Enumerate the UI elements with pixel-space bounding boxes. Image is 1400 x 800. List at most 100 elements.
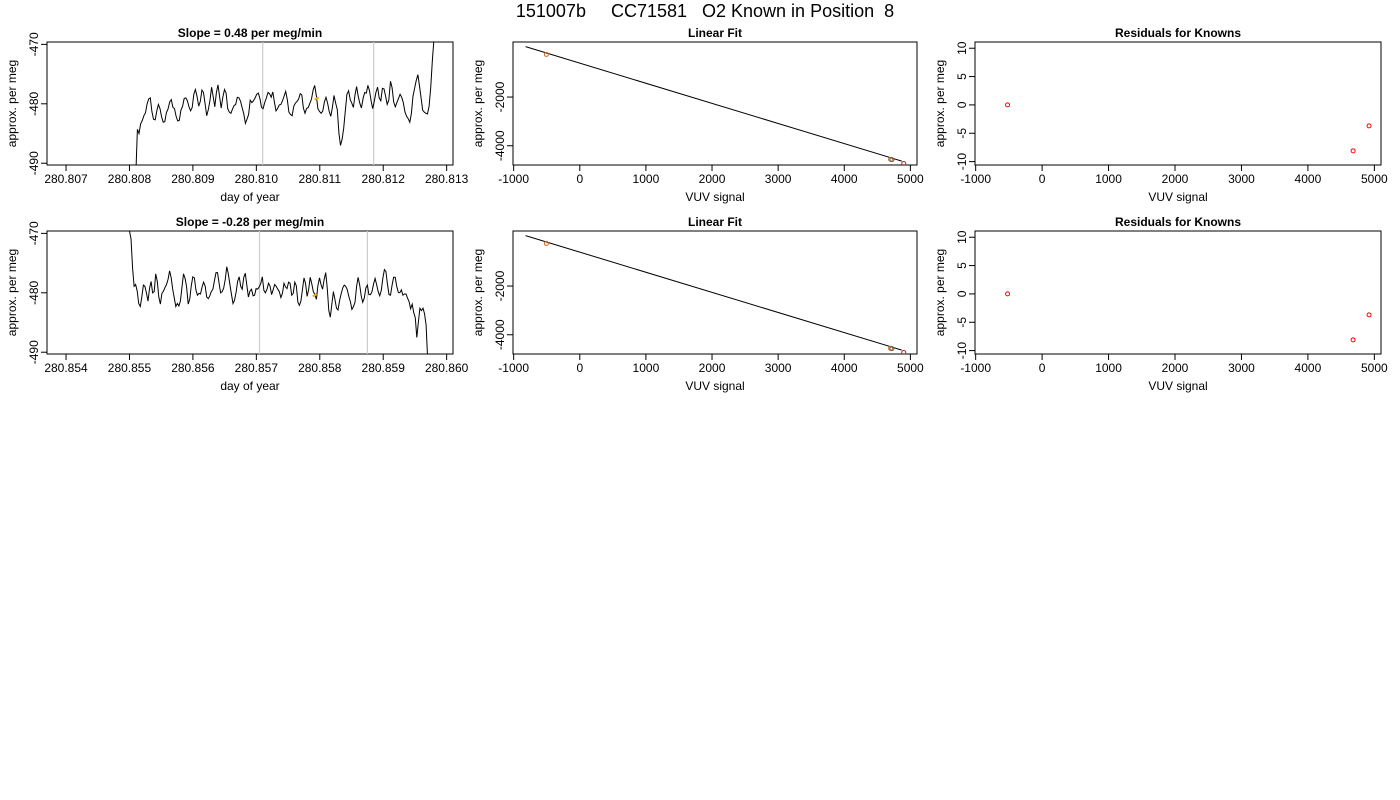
x-tick-label: 1000 — [1095, 361, 1122, 375]
plot-data — [1005, 102, 1372, 154]
x-tick-label: 280.810 — [235, 172, 279, 186]
y-tick-label: 0 — [955, 290, 969, 297]
x-tick-label: 3000 — [1228, 172, 1255, 186]
data-point — [1350, 337, 1356, 343]
x-tick-label: 280.856 — [171, 361, 215, 375]
x-axis-label: VUV signal — [1148, 379, 1207, 393]
y-tick-label: -480 — [27, 280, 41, 304]
y-tick-label: -4000 — [493, 319, 507, 350]
data-point — [543, 51, 549, 57]
fit-line — [525, 235, 902, 351]
panel-5: Linear Fit -1000 0 1000 2000 3000 4000 5000 -200… — [471, 215, 924, 393]
x-tick-label: -1000 — [960, 361, 991, 375]
x-tick-label: 0 — [576, 361, 583, 375]
x-tick-label: 0 — [1039, 361, 1046, 375]
plot-data — [135, 42, 435, 165]
x-tick-label: 3000 — [765, 361, 792, 375]
plot-data — [525, 235, 907, 354]
x-tick-label: 1000 — [633, 172, 660, 186]
x-axis-label: VUV signal — [685, 379, 744, 393]
x-tick-label: 1000 — [633, 361, 660, 375]
x-tick-label: 280.813 — [425, 172, 469, 186]
x-axis-label: VUV signal — [685, 190, 744, 204]
x-tick-label: 2000 — [1162, 172, 1189, 186]
plot-frame — [512, 230, 918, 355]
x-tick-label: 0 — [1039, 172, 1046, 186]
panel-2: Linear Fit -1000 0 1000 2000 3000 4000 5000 -200… — [471, 26, 924, 204]
x-tick-label: 0 — [576, 172, 583, 186]
y-tick-label: 10 — [955, 230, 969, 244]
plot-frame — [974, 41, 1382, 166]
x-tick-label: 5000 — [1361, 361, 1388, 375]
data-point — [901, 350, 907, 354]
panel-title: Residuals for Knowns — [1115, 26, 1241, 40]
y-tick-label: -10 — [955, 342, 969, 360]
data-point — [889, 346, 895, 352]
data-series-line — [129, 231, 428, 354]
y-tick-label: -470 — [27, 32, 41, 56]
panel-title: Slope = -0.28 per meg/min — [176, 215, 324, 229]
y-tick-label: -5 — [955, 317, 969, 328]
y-tick-label: -10 — [955, 153, 969, 171]
x-tick-label: 2000 — [1162, 361, 1189, 375]
x-tick-label: 280.807 — [44, 172, 88, 186]
y-tick-label: -480 — [27, 91, 41, 115]
panel-3: Residuals for Knowns -1000 0 1000 2000 3000 40… — [933, 26, 1388, 204]
y-tick-label: -2000 — [493, 270, 507, 301]
x-tick-label: 280.860 — [425, 361, 469, 375]
y-axis-label: approx. per meg — [471, 60, 485, 147]
x-tick-label: 4000 — [1295, 172, 1322, 186]
panel-title: Slope = 0.48 per meg/min — [178, 26, 322, 40]
plot-frame — [512, 41, 918, 166]
data-point — [1005, 102, 1011, 108]
x-tick-label: 280.858 — [298, 361, 342, 375]
y-axis-label: approx. per meg — [5, 249, 19, 336]
highlight-marker — [314, 96, 320, 101]
x-tick-label: 3000 — [765, 172, 792, 186]
y-axis-label: approx. per meg — [933, 249, 947, 336]
x-tick-label: 280.859 — [362, 361, 406, 375]
data-point — [543, 240, 549, 246]
y-axis-label: approx. per meg — [5, 60, 19, 147]
panel-6: Residuals for Knowns -1000 0 1000 2000 3000 40… — [933, 215, 1388, 393]
x-tick-label: 5000 — [897, 361, 924, 375]
y-axis-label: approx. per meg — [933, 60, 947, 147]
x-axis-label: day of year — [220, 379, 279, 393]
y-tick-label: -470 — [27, 221, 41, 245]
y-tick-label: -2000 — [493, 81, 507, 112]
plot-data — [525, 46, 907, 165]
data-series-line — [135, 42, 435, 165]
figure-title: 151007b CC71581 O2 Known in Position 8 — [515, 1, 895, 21]
y-axis-label: approx. per meg — [471, 249, 485, 336]
panel-title: Linear Fit — [688, 26, 742, 40]
y-tick-label: 5 — [955, 262, 969, 269]
x-tick-label: -1000 — [498, 361, 529, 375]
plot-frame — [974, 230, 1382, 355]
x-axis-label: VUV signal — [1148, 190, 1207, 204]
x-tick-label: 4000 — [831, 361, 858, 375]
y-tick-label: -4000 — [493, 130, 507, 161]
fit-line — [525, 46, 902, 162]
y-tick-label: 10 — [955, 41, 969, 55]
y-tick-label: -490 — [27, 340, 41, 364]
x-tick-label: 280.857 — [235, 361, 279, 375]
x-tick-label: 280.812 — [362, 172, 406, 186]
x-tick-label: 280.808 — [108, 172, 152, 186]
y-tick-label: -490 — [27, 151, 41, 175]
panel-1: Slope = 0.48 per meg/min 280.807 280.808 28… — [5, 26, 469, 204]
panel-title: Residuals for Knowns — [1115, 215, 1241, 229]
y-tick-label: -5 — [955, 128, 969, 139]
x-tick-label: -1000 — [960, 172, 991, 186]
panel-4: Slope = -0.28 per meg/min 280.854 280.855 2… — [5, 215, 469, 393]
x-tick-label: 280.809 — [171, 172, 215, 186]
highlight-marker — [312, 293, 318, 298]
plot-data — [129, 231, 428, 354]
x-tick-label: 5000 — [1361, 172, 1388, 186]
y-tick-label: 5 — [955, 73, 969, 80]
x-tick-label: 3000 — [1228, 361, 1255, 375]
x-tick-label: 280.811 — [299, 172, 342, 186]
data-point — [1366, 123, 1372, 129]
x-tick-label: 280.855 — [108, 361, 152, 375]
data-point — [1005, 291, 1011, 297]
